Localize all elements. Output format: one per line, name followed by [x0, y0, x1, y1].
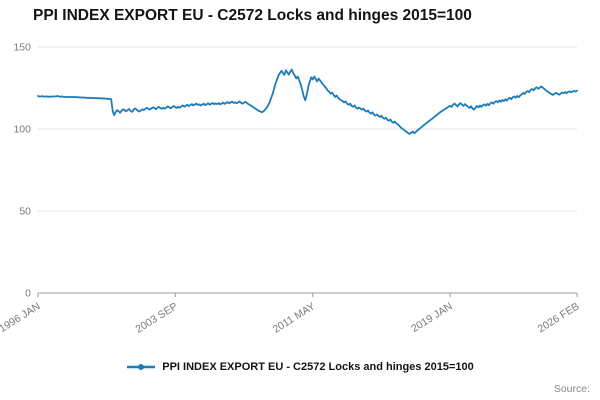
- source-label: Source:: [553, 383, 590, 395]
- x-tick-label: 2011 MAY: [271, 300, 318, 335]
- legend-marker-dot: [138, 364, 145, 370]
- y-tick-label: 100: [13, 124, 31, 136]
- x-tick-label: 1996 JAN: [0, 300, 43, 335]
- x-tick-label: 2026 FEB: [536, 300, 582, 335]
- line-chart: 0 50 100 150 1996 JAN 2003 SEP 2011 MAY 2019 JA…: [0, 42, 582, 336]
- y-tick-label: 150: [13, 42, 31, 54]
- legend-line-marker-icon: [127, 364, 156, 370]
- y-tick-label: 0: [25, 288, 31, 300]
- chart-title: PPI INDEX EXPORT EU - C2572 Locks and hi…: [33, 7, 472, 24]
- ppi-series-line: [37, 68, 578, 135]
- legend[interactable]: PPI INDEX EXPORT EU - C2572 Locks and hi…: [0, 361, 600, 373]
- x-tick-label: 2019 JAN: [409, 300, 454, 335]
- y-tick-label: 50: [19, 206, 31, 218]
- legend-label: PPI INDEX EXPORT EU - C2572 Locks and hi…: [162, 361, 474, 373]
- x-tick-label: 2003 SEP: [133, 300, 179, 335]
